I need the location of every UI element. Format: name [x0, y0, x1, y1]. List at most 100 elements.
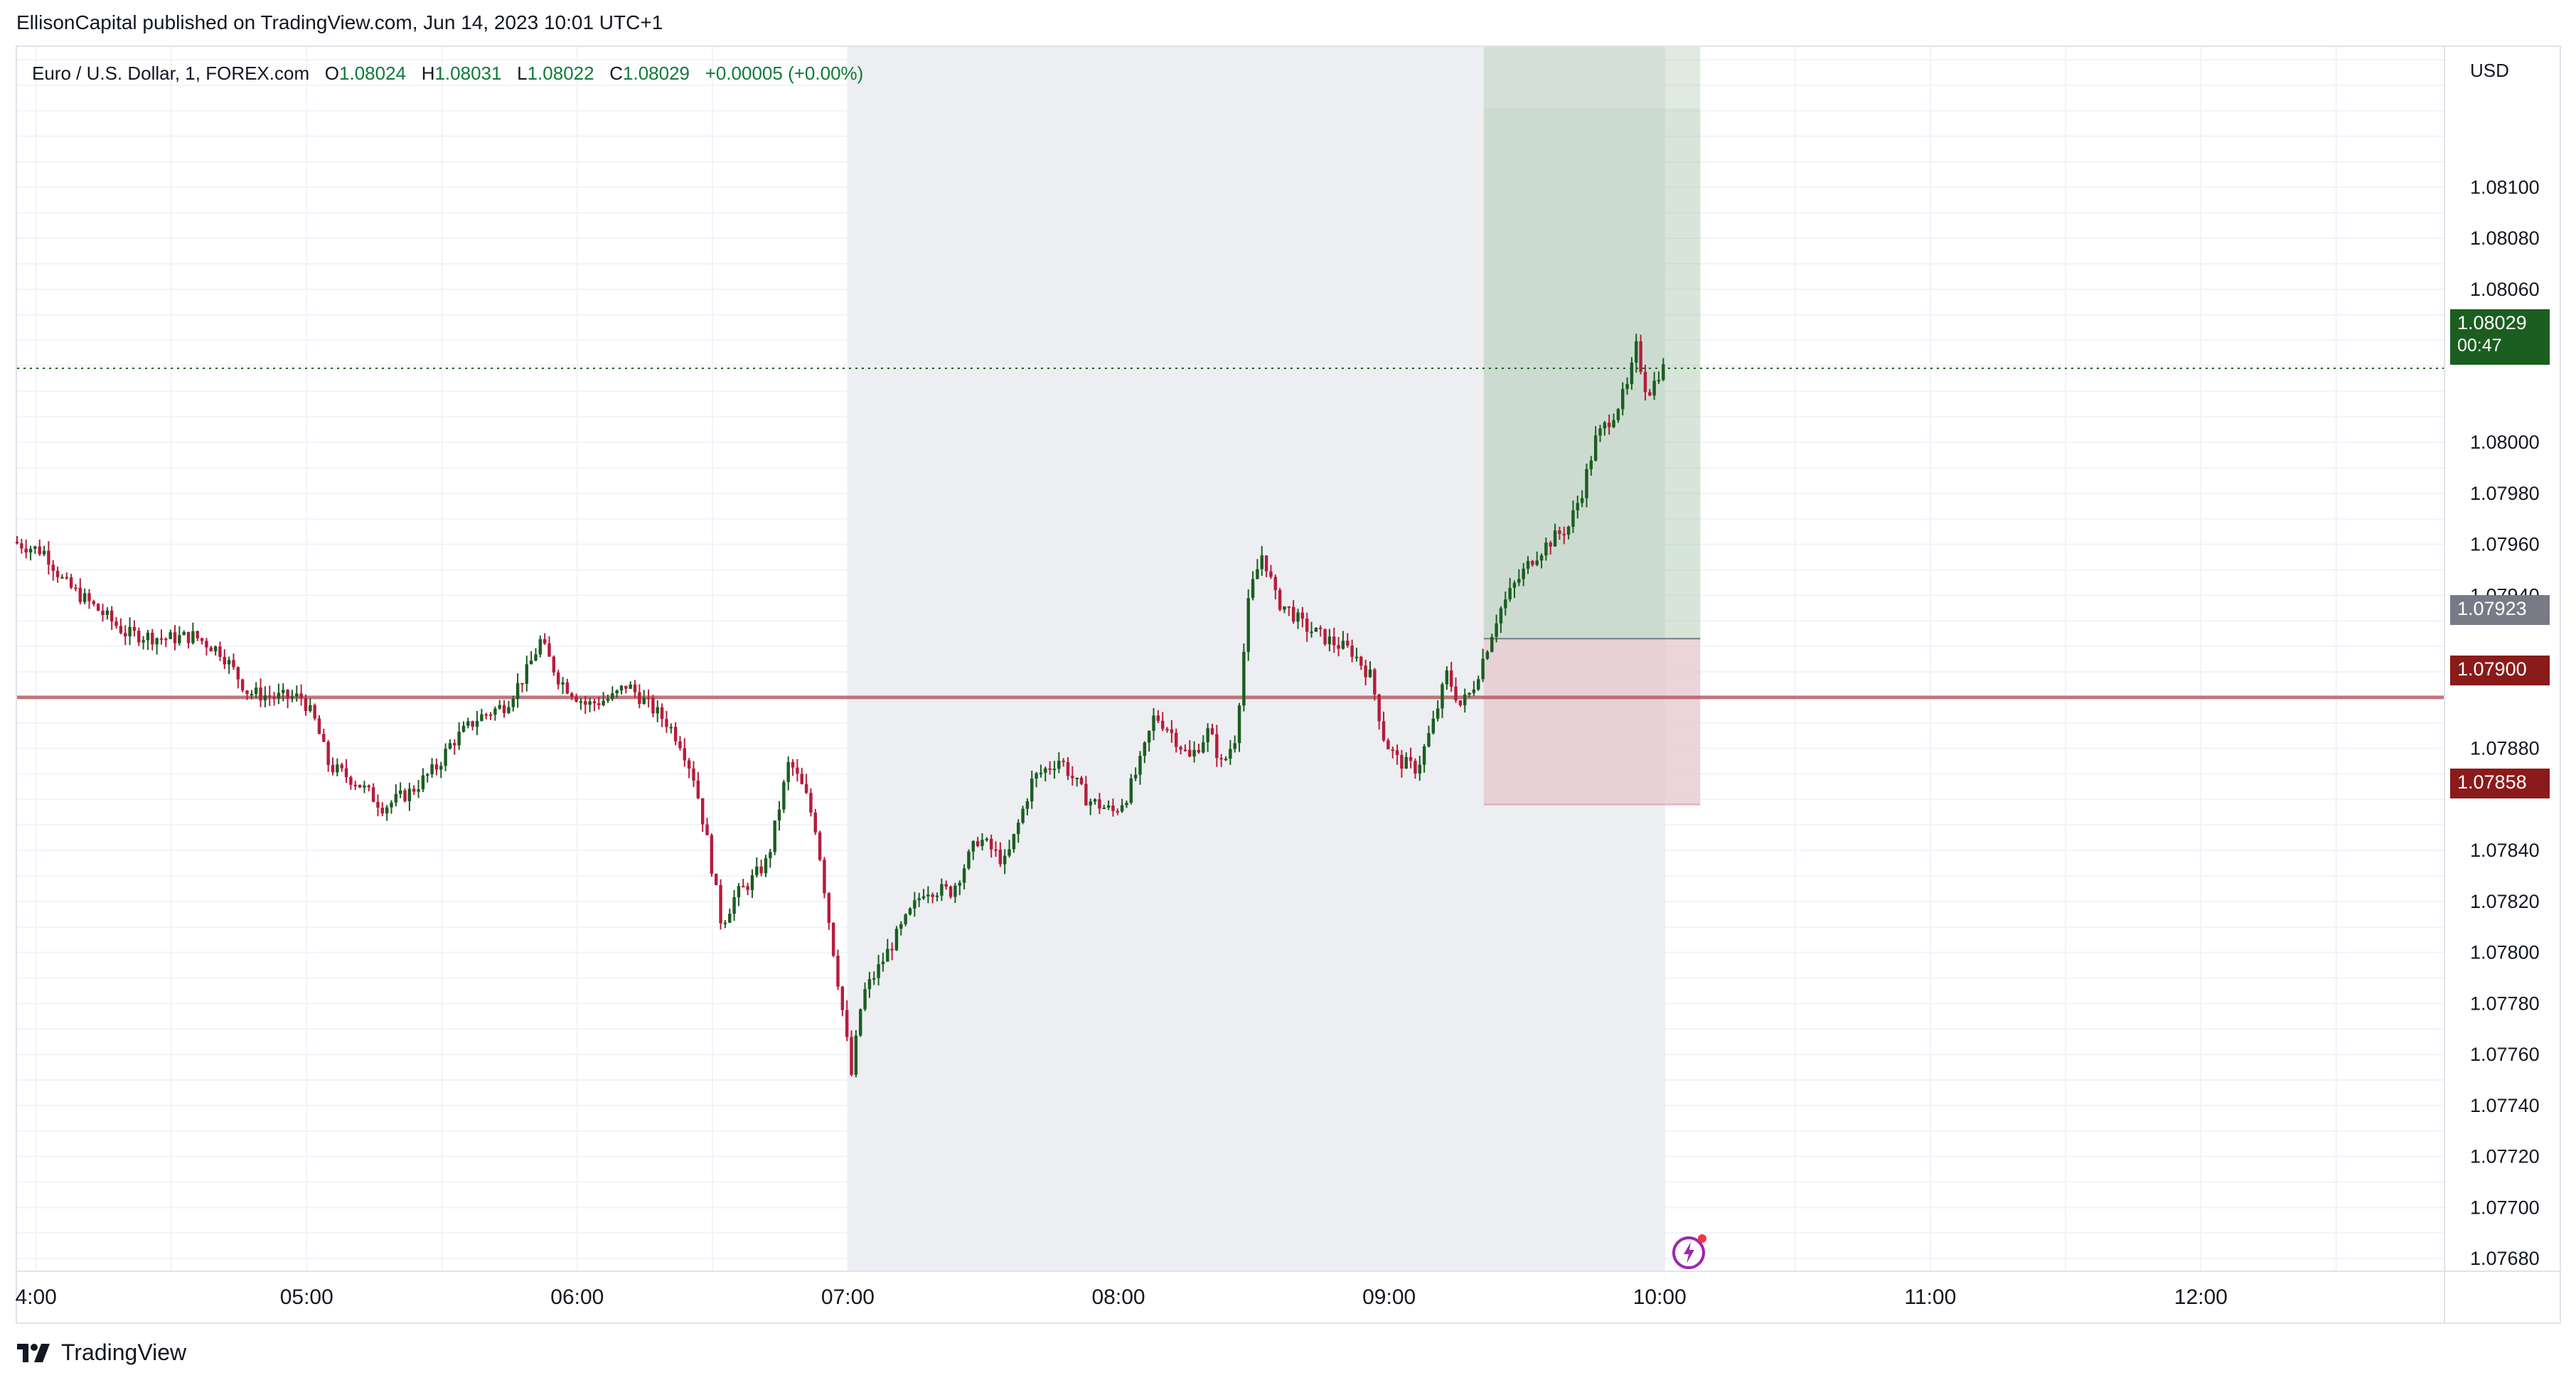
x-tick-label: 11:00: [1904, 1285, 1956, 1309]
brand[interactable]: TradingView: [17, 1339, 186, 1366]
candle-body: [1580, 498, 1584, 503]
candle-body: [1381, 721, 1386, 741]
candle-body: [1197, 749, 1201, 753]
candle-body: [209, 647, 213, 652]
last-price-value: 1.08029: [2457, 312, 2527, 333]
y-tick-label: 1.07960: [2470, 534, 2540, 555]
candle-body: [290, 696, 294, 699]
candle-body: [236, 667, 240, 680]
candle-body: [1445, 670, 1449, 685]
candle-body: [602, 700, 605, 705]
x-tick-label: 08:00: [1092, 1285, 1145, 1309]
candle-body: [461, 725, 466, 732]
candle-body: [1183, 749, 1187, 752]
candle-body: [1652, 380, 1656, 396]
candle-body: [1278, 589, 1282, 610]
candle-body: [38, 546, 41, 555]
candle-body: [1079, 777, 1084, 784]
candle-body: [705, 824, 709, 835]
candle-body: [980, 840, 984, 846]
y-tick-label: 1.08100: [2470, 176, 2540, 198]
candle-body: [823, 860, 826, 894]
legend-symbol: Euro / U.S. Dollar, 1, FOREX.com: [32, 63, 310, 84]
candle-body: [1418, 764, 1422, 774]
candle-body: [1291, 606, 1295, 622]
candle-body: [1202, 742, 1205, 753]
candle-body: [448, 743, 452, 749]
chart-frame: [16, 46, 2561, 1324]
candle-body: [1504, 599, 1507, 609]
candle-body: [353, 784, 357, 786]
candle-body: [944, 884, 948, 887]
candle-body: [109, 610, 114, 621]
candle-body: [1251, 579, 1255, 599]
candle-body: [656, 707, 659, 714]
candle-body: [1246, 598, 1250, 652]
candle-body: [827, 893, 831, 924]
candle-body: [1066, 761, 1070, 776]
candle-body: [1603, 422, 1607, 429]
candle-body: [1160, 720, 1165, 729]
candle-body: [985, 838, 989, 840]
candle-body: [1639, 341, 1642, 372]
last-price-badge: 1.08029 00:47: [2450, 309, 2550, 365]
y-tick-label: 1.08080: [2470, 228, 2540, 249]
candle-body: [1017, 823, 1020, 835]
candle-body: [407, 788, 412, 801]
candle-body: [1156, 715, 1160, 721]
candle-body: [543, 639, 547, 644]
candle-body: [200, 638, 204, 641]
candle-body: [683, 748, 687, 761]
x-tick-label: 09:00: [1362, 1285, 1416, 1309]
candle-body: [434, 764, 439, 770]
candle-body: [128, 626, 132, 636]
candle-body: [444, 749, 447, 766]
candle-body: [1012, 834, 1016, 850]
candle-body: [1089, 801, 1092, 806]
candle-body: [913, 900, 916, 909]
candle-body: [178, 635, 181, 643]
candle-body: [926, 894, 930, 897]
candle-body: [417, 789, 420, 792]
candle-body: [606, 699, 610, 701]
candle-body: [678, 741, 682, 749]
candle-body: [421, 775, 425, 790]
candle-body: [515, 683, 520, 699]
candle-body: [1526, 561, 1530, 569]
candle-body: [796, 767, 799, 774]
candle-body: [1260, 555, 1263, 569]
candle-body: [173, 632, 177, 643]
y-tick-label: 1.07880: [2470, 738, 2540, 759]
candle-body: [1102, 807, 1106, 809]
candle-body: [15, 541, 19, 544]
candle-body: [309, 705, 312, 712]
candle-body: [1413, 761, 1417, 774]
candle-body: [1337, 645, 1340, 649]
candle-body: [1549, 542, 1552, 547]
candle-body: [322, 734, 326, 742]
candle-body: [349, 777, 353, 785]
candle-body: [394, 793, 398, 803]
candle-body: [1481, 658, 1485, 680]
candle-body: [1224, 759, 1228, 761]
candle-body: [872, 978, 876, 980]
candle-body: [141, 640, 145, 643]
candle-body: [759, 866, 763, 874]
candle-body: [1219, 758, 1223, 760]
x-tick-label: 4:00: [15, 1285, 56, 1309]
candle-body: [777, 809, 781, 821]
candle-body: [1657, 380, 1661, 382]
candle-body: [213, 646, 218, 652]
candle-body: [1431, 718, 1436, 734]
legend-change: +0.00005 (+0.00%): [705, 63, 864, 84]
legend-close-label: C: [609, 63, 624, 84]
candle-body: [1062, 760, 1065, 762]
lightning-icon[interactable]: [1671, 1232, 1709, 1271]
candle-body: [750, 875, 754, 890]
candle-body: [547, 643, 551, 657]
candle-body: [480, 714, 483, 722]
candle-body: [439, 766, 443, 770]
candle-body: [1472, 689, 1476, 693]
candle-body: [642, 697, 646, 705]
